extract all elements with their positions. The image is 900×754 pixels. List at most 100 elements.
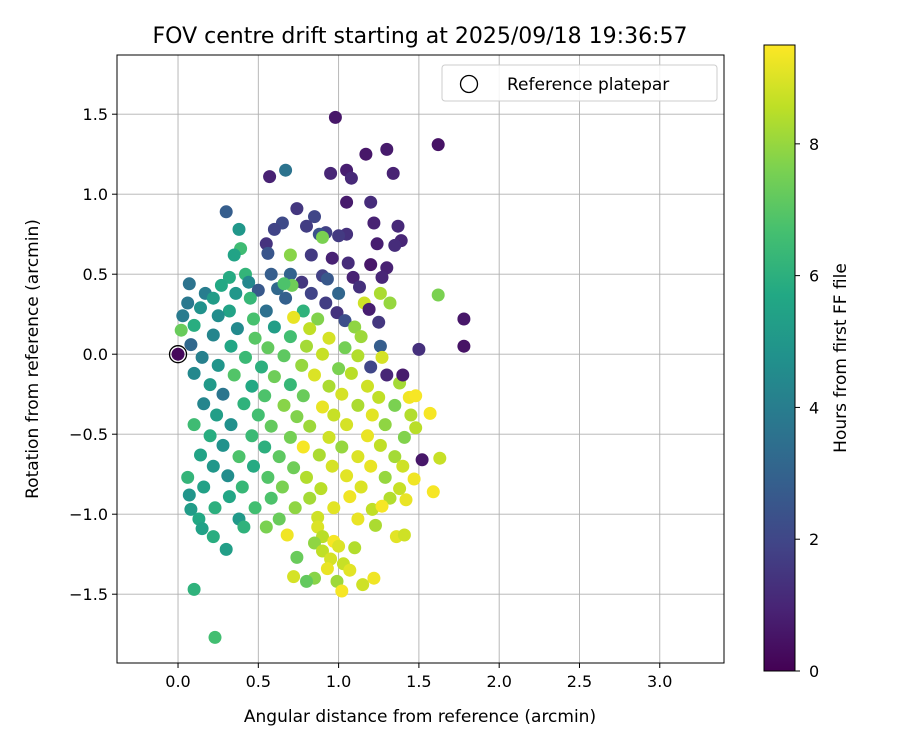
data-point xyxy=(187,366,201,380)
data-point xyxy=(316,347,329,361)
data-point xyxy=(287,570,301,584)
data-point xyxy=(272,450,286,464)
data-point xyxy=(397,430,411,444)
y-tick-label: 1.5 xyxy=(83,105,108,124)
data-point xyxy=(335,584,349,598)
data-point xyxy=(332,362,346,376)
data-point xyxy=(359,147,373,161)
data-point xyxy=(247,312,260,326)
data-point xyxy=(296,389,310,403)
legend-box xyxy=(441,64,718,102)
data-point xyxy=(203,429,217,443)
data-point xyxy=(261,246,275,260)
data-point xyxy=(206,530,220,544)
data-point xyxy=(431,138,445,152)
data-point xyxy=(340,469,354,483)
data-point xyxy=(351,450,365,464)
data-point xyxy=(351,398,365,412)
data-point xyxy=(267,320,281,334)
data-point xyxy=(248,501,262,515)
data-point xyxy=(176,309,190,323)
colorbar-tick-label: 4 xyxy=(809,398,819,417)
data-point xyxy=(380,368,394,382)
colorbar-tick-label: 8 xyxy=(809,135,819,154)
data-point xyxy=(383,491,397,505)
data-point xyxy=(211,309,225,323)
data-point xyxy=(182,488,196,502)
data-point xyxy=(393,482,407,496)
data-point xyxy=(364,195,378,209)
legend-label: Reference platepar xyxy=(507,75,669,95)
data-point xyxy=(320,562,334,576)
data-point xyxy=(312,448,326,462)
x-tick-label: 2.0 xyxy=(486,672,511,691)
data-point xyxy=(261,470,275,484)
data-point xyxy=(290,410,304,424)
data-point xyxy=(344,171,358,185)
data-point xyxy=(351,512,365,526)
data-point xyxy=(423,406,437,420)
data-point xyxy=(308,210,321,224)
data-point xyxy=(348,541,362,555)
data-point xyxy=(280,528,294,542)
data-point xyxy=(303,322,317,336)
data-point xyxy=(332,229,346,243)
data-point xyxy=(344,366,358,380)
data-point xyxy=(227,248,241,262)
data-point xyxy=(203,378,217,392)
reference-marker xyxy=(168,345,188,364)
data-point xyxy=(303,491,317,505)
data-point xyxy=(267,222,281,236)
data-point xyxy=(316,400,329,414)
data-point xyxy=(316,544,329,558)
data-point xyxy=(216,387,230,401)
data-point xyxy=(221,469,235,483)
y-axis-label: Rotation from reference (arcmin) xyxy=(23,219,43,499)
data-point xyxy=(224,418,238,432)
data-point xyxy=(335,440,349,454)
data-point xyxy=(300,219,313,233)
data-point xyxy=(300,574,313,588)
data-point xyxy=(251,408,265,422)
data-point xyxy=(277,398,291,412)
data-point xyxy=(373,286,387,300)
data-point xyxy=(388,450,402,464)
legend-marker xyxy=(459,74,479,94)
data-point xyxy=(181,470,195,484)
x-tick-label: 0.5 xyxy=(246,672,271,691)
data-point xyxy=(433,451,447,465)
data-point xyxy=(407,472,421,486)
data-point xyxy=(346,270,360,284)
x-tick-label: 3.0 xyxy=(647,672,672,691)
data-point xyxy=(296,304,310,318)
data-point xyxy=(343,563,357,577)
x-tick-label: 0.0 xyxy=(165,672,190,691)
data-point xyxy=(245,429,259,443)
data-point xyxy=(327,408,341,422)
data-point xyxy=(219,205,233,219)
data-point xyxy=(187,318,201,332)
data-points xyxy=(171,110,471,644)
data-point xyxy=(243,291,257,305)
data-point xyxy=(396,459,410,473)
data-point xyxy=(277,349,291,363)
colorbar-ticks: 0 2 4 6 8 xyxy=(795,135,819,681)
data-point xyxy=(386,166,400,180)
y-tick-label: −1.0 xyxy=(69,505,108,524)
y-tick-label: −0.5 xyxy=(69,425,108,444)
data-point xyxy=(367,571,381,585)
data-point xyxy=(351,349,365,363)
data-point xyxy=(181,296,195,310)
x-axis-label: Angular distance from reference (arcmin) xyxy=(244,707,596,727)
data-point xyxy=(283,248,297,262)
colorbar-label: Hours from first FF file xyxy=(831,263,851,453)
data-point xyxy=(174,323,188,337)
data-point xyxy=(343,490,357,504)
data-point xyxy=(383,296,397,310)
gridlines xyxy=(117,55,724,663)
data-point xyxy=(348,320,362,334)
data-point xyxy=(197,480,211,494)
data-point xyxy=(308,368,321,382)
data-point xyxy=(287,461,301,475)
